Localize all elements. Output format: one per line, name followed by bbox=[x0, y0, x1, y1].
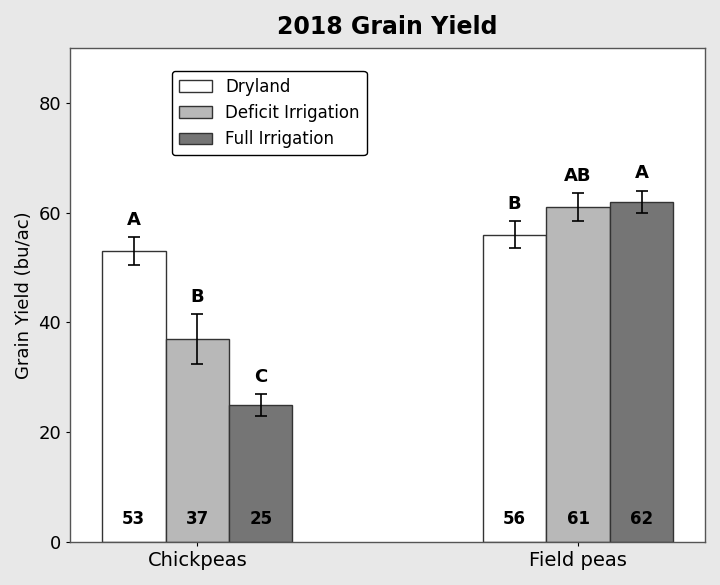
Text: 61: 61 bbox=[567, 510, 590, 528]
Bar bbox=[546, 207, 610, 542]
Legend: Dryland, Deficit Irrigation, Full Irrigation: Dryland, Deficit Irrigation, Full Irriga… bbox=[172, 71, 366, 155]
Text: A: A bbox=[634, 164, 649, 183]
Text: 53: 53 bbox=[122, 510, 145, 528]
Text: B: B bbox=[191, 288, 204, 306]
Text: 25: 25 bbox=[249, 510, 272, 528]
Text: C: C bbox=[254, 367, 267, 386]
Bar bbox=[102, 251, 166, 542]
Bar bbox=[483, 235, 546, 542]
Text: 56: 56 bbox=[503, 510, 526, 528]
Text: 37: 37 bbox=[186, 510, 209, 528]
Bar bbox=[610, 202, 673, 542]
Text: A: A bbox=[127, 211, 140, 229]
Bar bbox=[166, 339, 229, 542]
Y-axis label: Grain Yield (bu/ac): Grain Yield (bu/ac) bbox=[15, 211, 33, 378]
Text: 62: 62 bbox=[630, 510, 653, 528]
Bar bbox=[229, 405, 292, 542]
Text: B: B bbox=[508, 195, 521, 212]
Text: AB: AB bbox=[564, 167, 592, 185]
Title: 2018 Grain Yield: 2018 Grain Yield bbox=[277, 15, 498, 39]
